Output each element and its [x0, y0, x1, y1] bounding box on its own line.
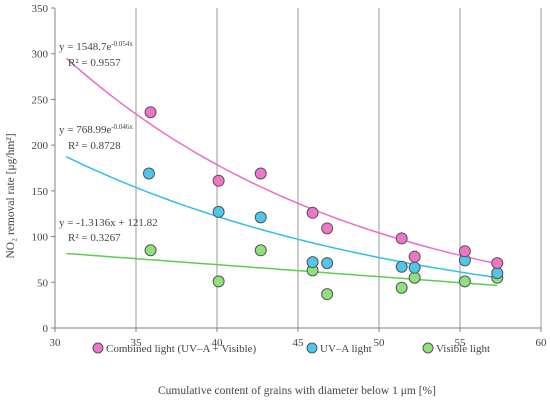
- trendlines: [65, 57, 498, 287]
- y-tick-label-50: 50: [37, 277, 49, 289]
- legend-label-0: Combined light (UV–A + Visible): [106, 343, 257, 355]
- x-tick-label-35: 35: [131, 337, 143, 349]
- x-tick-label-55: 55: [455, 337, 467, 349]
- r2-visible: R² = 0.3267: [68, 232, 121, 244]
- point-series-0-6: [408, 250, 421, 263]
- x-axis-label: Cumulative content of grains with diamet…: [158, 385, 436, 397]
- legend: Combined light (UV–A + Visible) UV–A ligh…: [92, 342, 490, 355]
- point-series-0-5: [395, 232, 408, 245]
- legend-label-2: Visible light: [436, 343, 490, 355]
- y-tick-label-100: 100: [32, 232, 49, 244]
- y-tick-label-300: 300: [32, 49, 49, 61]
- y-tick-label-250: 250: [32, 94, 49, 106]
- axes: 0 50 100 150 200 250 300 350 30 35 40 45 50 55 60: [32, 3, 548, 349]
- point-series-2-4: [321, 288, 334, 301]
- point-series-2-7: [458, 275, 471, 288]
- equation-visible: y = -1.3136x + 121.82 R² = 0.3267: [59, 217, 158, 244]
- equation-combined-text: y = 1548.7e-0.054x: [59, 40, 133, 53]
- r2-uva: R² = 0.8728: [68, 140, 121, 152]
- point-series-0-2: [254, 167, 267, 180]
- point-series-2-1: [212, 275, 225, 288]
- point-series-1-5: [395, 260, 408, 273]
- trendline-series-2: [66, 252, 498, 287]
- point-series-1-3: [306, 256, 319, 269]
- point-series-0-1: [212, 174, 225, 187]
- point-series-1-1: [212, 205, 225, 218]
- point-series-1-4: [321, 257, 334, 270]
- point-series-0-8: [491, 257, 504, 270]
- equation-visible-text: y = -1.3136x + 121.82: [59, 217, 158, 229]
- data-points: [142, 106, 504, 301]
- x-tick-label-45: 45: [293, 337, 305, 349]
- point-series-1-6: [408, 261, 421, 274]
- point-series-1-0: [142, 167, 155, 180]
- point-series-0-4: [321, 222, 334, 235]
- equation-combined: y = 1548.7e-0.054x R² = 0.9557: [59, 40, 133, 69]
- x-tick-label-50: 50: [374, 337, 386, 349]
- point-series-0-0: [144, 106, 157, 119]
- trendline-series-1: [66, 156, 498, 279]
- equation-combined-exponent: -0.054x: [111, 40, 133, 48]
- y-axis-label: NO₂ removal rate [μg/hm²]: [5, 133, 17, 258]
- point-series-1-2: [254, 211, 267, 224]
- equation-uva-text: y = 768.99e-0.046x: [59, 123, 133, 136]
- y-tick-label-150: 150: [32, 186, 49, 198]
- grid: [135, 8, 542, 328]
- legend-marker-2: [422, 342, 434, 354]
- r2-combined: R² = 0.9557: [68, 57, 121, 69]
- point-series-2-6: [408, 271, 421, 284]
- point-series-2-2: [254, 244, 267, 257]
- legend-label-1: UV–A light: [320, 343, 372, 355]
- equation-uva: y = 768.99e-0.046x R² = 0.8728: [59, 123, 133, 152]
- point-series-1-8: [491, 267, 504, 280]
- x-tick-label-60: 60: [536, 337, 548, 349]
- point-series-0-7: [458, 245, 471, 258]
- x-tick-label-40: 40: [212, 337, 224, 349]
- x-tick-label-30: 30: [50, 337, 62, 349]
- y-tick-label-0: 0: [43, 323, 49, 335]
- point-series-0-3: [306, 206, 319, 219]
- point-series-2-5: [395, 281, 408, 294]
- y-tick-label-200: 200: [32, 140, 49, 152]
- point-series-2-0: [144, 244, 157, 257]
- trendline-series-0: [65, 57, 498, 265]
- legend-marker-0: [92, 342, 104, 354]
- legend-marker-1: [306, 342, 318, 354]
- y-tick-label-350: 350: [32, 3, 49, 15]
- equation-uva-exponent: -0.046x: [111, 123, 133, 131]
